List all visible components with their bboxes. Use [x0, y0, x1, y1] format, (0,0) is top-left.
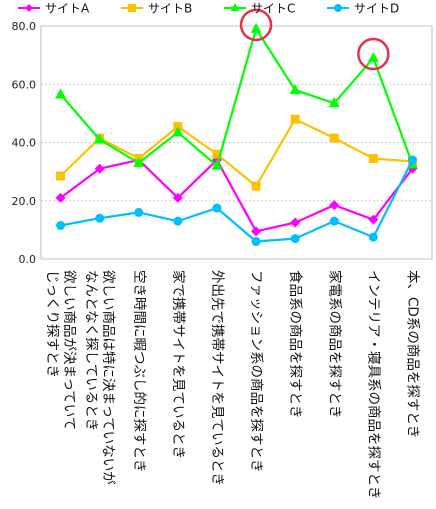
highlight-circle-1 [239, 8, 273, 42]
data-point-series-3-6 [250, 22, 262, 33]
data-point-series-4-10 [407, 155, 417, 165]
y-tick-label: 0.0 [19, 253, 37, 266]
x-tick-label: 本、CD系の商品を探すとき [404, 270, 420, 438]
data-point-series-4-3 [134, 207, 144, 217]
data-point-series-2-9 [368, 154, 378, 164]
data-point-series-1-1 [55, 192, 66, 203]
y-tick-label: 60.0 [12, 78, 37, 91]
data-point-series-3-8 [328, 97, 340, 108]
data-point-series-4-7 [290, 234, 300, 244]
y-tick-label: 80.0 [12, 20, 37, 33]
y-tick-label: 40.0 [12, 137, 37, 150]
x-tick-label: 外出先で携帯サイトを見ているとき [209, 270, 225, 486]
data-point-series-3-7 [289, 84, 301, 95]
data-point-series-2-6 [251, 181, 261, 191]
legend-marker-2 [128, 4, 136, 12]
data-point-series-3-1 [55, 88, 67, 99]
y-tick-label: 20.0 [12, 195, 37, 208]
data-point-series-2-7 [290, 114, 300, 124]
data-point-series-4-2 [95, 213, 105, 223]
data-point-series-4-8 [329, 216, 339, 226]
data-point-series-1-7 [290, 217, 301, 228]
data-point-series-1-4 [172, 192, 183, 203]
data-point-series-3-9 [367, 52, 379, 63]
data-point-series-4-4 [173, 216, 183, 226]
data-point-series-4-5 [212, 203, 222, 213]
series-line-3 [59, 27, 414, 167]
legend-label-3: サイトC [251, 2, 295, 16]
data-point-series-3-5 [211, 159, 223, 170]
data-point-series-4-1 [56, 221, 66, 231]
data-point-series-1-6 [251, 226, 262, 237]
data-point-series-3-2 [94, 133, 106, 144]
data-point-series-4-6 [251, 237, 261, 247]
data-point-series-4-9 [368, 232, 378, 242]
x-tick-label: 家で携帯サイトを見ているとき [170, 270, 187, 459]
x-tick-label: ファッション系の商品を探すとき [248, 270, 264, 473]
legend-marker-1 [25, 4, 33, 12]
x-tick-label: 欲しい商品が決まっていて [61, 270, 77, 430]
highlight-circle-2 [357, 37, 390, 71]
legend-label-2: サイトB [148, 2, 192, 16]
data-point-series-3-3 [133, 156, 145, 167]
x-tick-label: 食品系の商品を探すとき [287, 270, 304, 419]
data-point-series-1-8 [329, 200, 340, 211]
data-point-series-1-2 [94, 163, 105, 174]
legend-label-4: サイトD [354, 2, 399, 16]
data-point-series-2-5 [212, 149, 222, 159]
x-tick-label: 空き時間に暇つぶし的に探すとき [131, 270, 147, 473]
data-point-series-2-8 [329, 133, 339, 143]
data-point-series-1-9 [368, 214, 379, 225]
legend-label-1: サイトA [45, 2, 90, 16]
x-tick-label: 欲しい商品は特に決まっていないが [100, 270, 116, 485]
x-tick-label: 家電系の商品を探すとき [326, 270, 343, 419]
series-line-2 [59, 118, 413, 188]
legend-marker-3 [230, 3, 240, 11]
x-tick-label: インテリア・寝具系の商品を探すとき [365, 270, 382, 500]
data-point-series-2-1 [56, 171, 66, 181]
x-tick-label: じっくり探すとき [44, 270, 60, 378]
series-line-1 [59, 158, 414, 233]
data-point-series-3-4 [172, 126, 184, 137]
x-tick-label: なんとなく探しているとき [83, 270, 99, 431]
legend-marker-4 [334, 4, 342, 12]
series-line-4 [60, 159, 414, 243]
